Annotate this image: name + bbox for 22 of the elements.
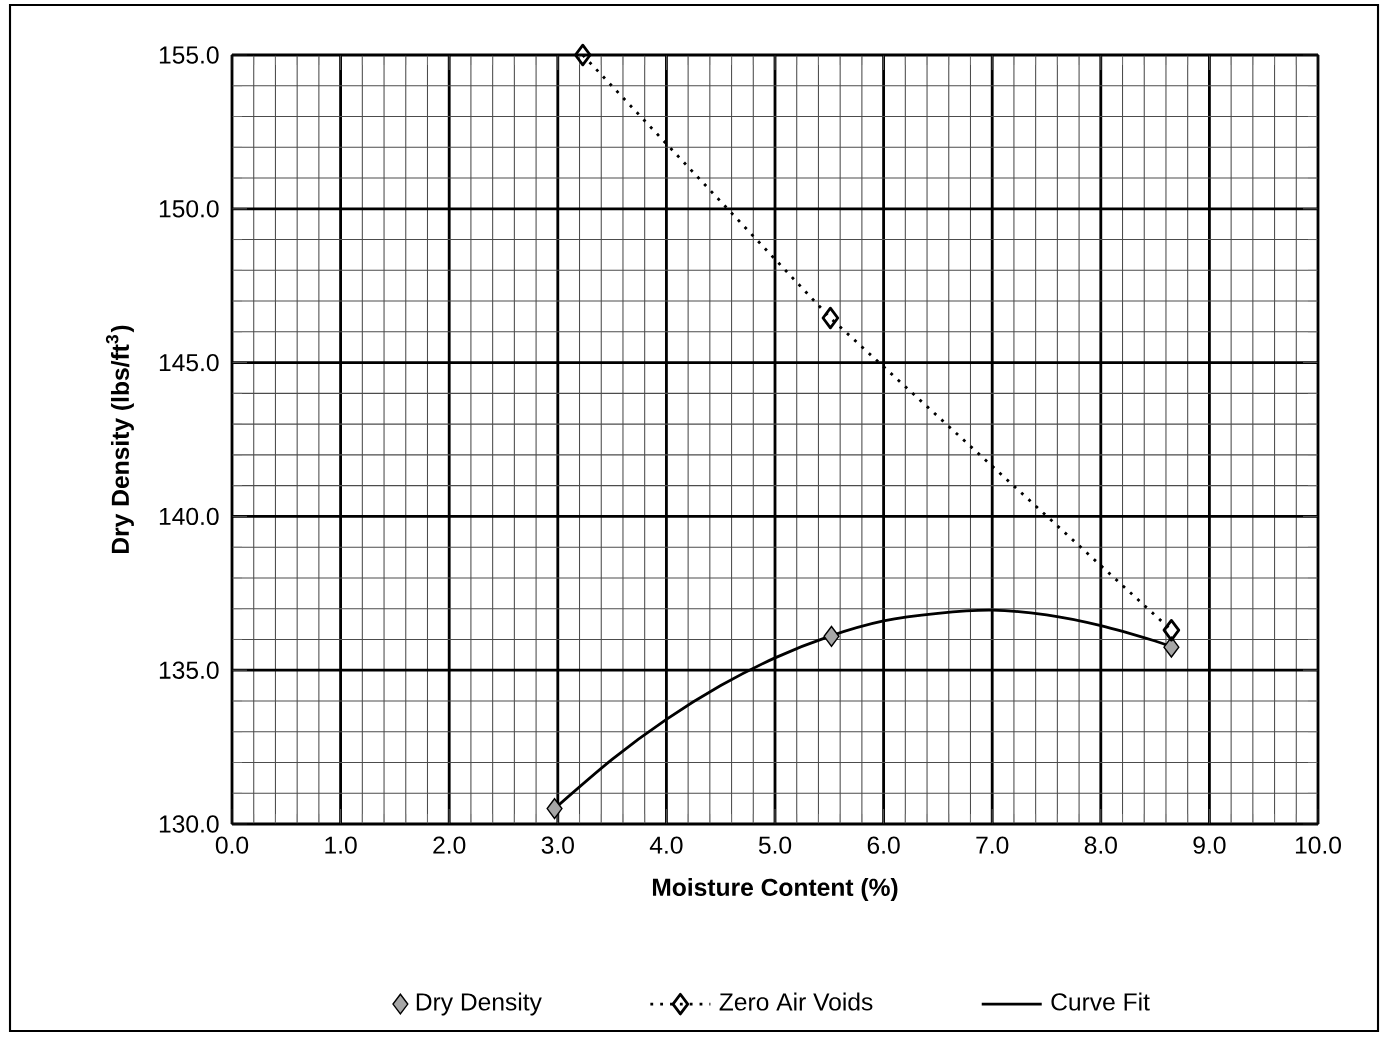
- x-tick-label: 5.0: [758, 836, 792, 854]
- x-tick-label: 6.0: [867, 836, 900, 854]
- y-axis-title: Dry Density (lbs/ft$^{3}$): [105, 325, 134, 553]
- y-tick-label: 140.0: [159, 507, 219, 526]
- x-tick-label: 0.0: [215, 836, 249, 854]
- x-axis-title: Moisture Content (%): [652, 877, 898, 901]
- x-tick-label: 8.0: [1084, 836, 1117, 854]
- x-tick-label: 1.0: [325, 836, 357, 854]
- y-tick-label: 135.0: [159, 661, 219, 679]
- x-tick-label: 9.0: [1193, 836, 1226, 854]
- x-tick-label: 10.0: [1295, 836, 1341, 854]
- legend-label: Zero Air Voids: [719, 992, 873, 1011]
- legend-label: Curve Fit: [1051, 992, 1150, 1011]
- x-tick-label: 7.0: [976, 836, 1009, 854]
- y-tick-label: 145.0: [159, 353, 219, 372]
- x-tick-label: 2.0: [433, 836, 466, 854]
- x-tick-label: 3.0: [541, 836, 574, 854]
- y-tick-label: 150.0: [159, 200, 219, 218]
- y-tick-label: 130.0: [159, 815, 219, 833]
- legend-label: Dry Density: [416, 992, 542, 1016]
- y-tick-label: 155.0: [159, 46, 219, 64]
- x-tick-label: 4.0: [649, 836, 683, 854]
